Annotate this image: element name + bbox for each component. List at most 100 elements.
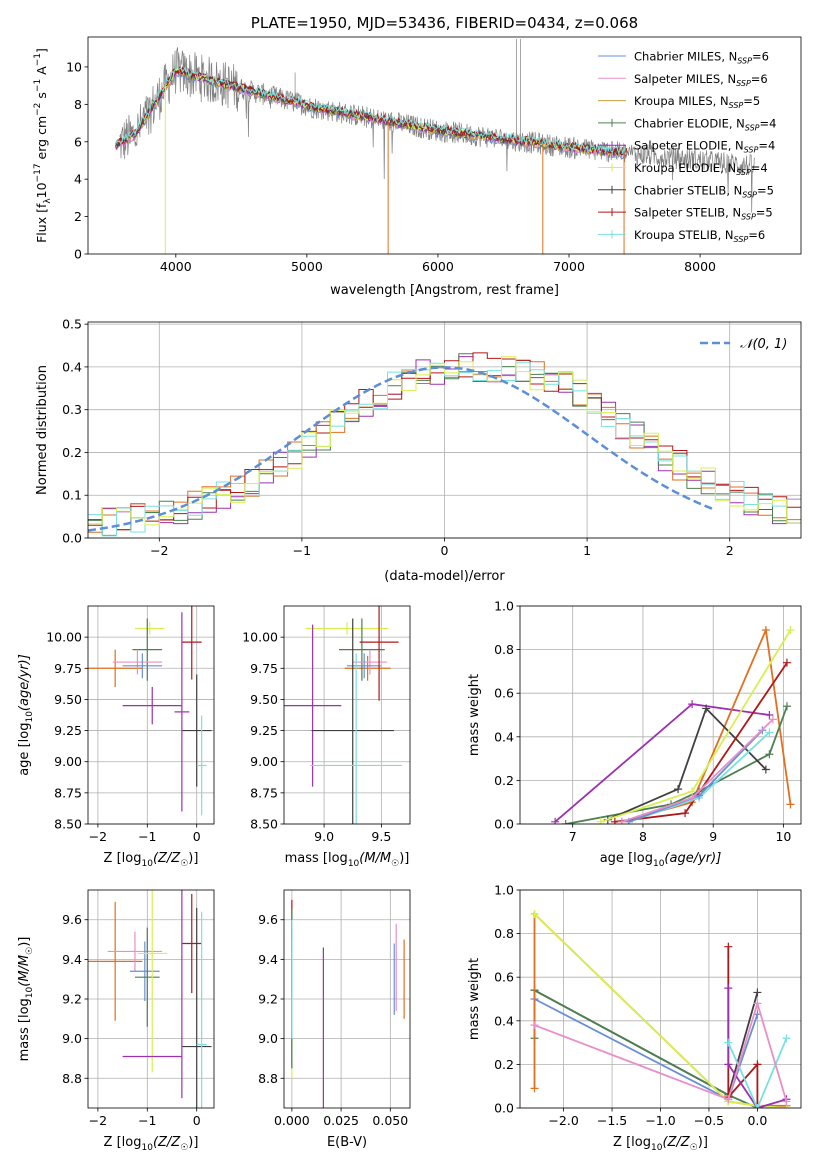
x-tick-label: 8 [639,829,647,844]
x-tick-label: 0 [193,1113,201,1128]
x-label-sub: 10 [653,859,665,869]
legend-label-sub: SSP [737,57,752,66]
y-tick-label: 10.00 [242,630,278,645]
y-axis-label: mass weight [467,674,482,756]
data-point-marker [617,817,626,824]
x-label-main: age [log [600,851,653,866]
data-point-marker [681,809,690,818]
y-tick-label: 2 [74,209,82,224]
x-tick-label: 0.000 [274,1113,310,1128]
legend-label-tail: =5 [757,183,774,197]
y-tick-label: 9.6 [258,912,278,927]
x-axis-label: E(B-V) [327,1135,367,1150]
legend-label-sub: SSP [734,235,749,244]
y-label-main: age [log [17,723,32,776]
x-tick-label: −2 [89,829,107,844]
axes-mass_vs_EBV: 0.000 0.025 0.050 8.8 9.0 9.2 9.4 9.6 E(B-V) [258,889,411,1150]
x-label-main: Z [log [104,851,142,866]
data-point-marker [753,1060,762,1069]
y-label-part: ] [34,48,49,53]
x-axis-label: mass [log10(M/M☉)] [285,851,410,869]
legend-entry: Salpeter ELODIE, NSSP=4 [634,139,775,155]
y-label-sun: ☉ [25,947,35,955]
y-tick-label: 9.00 [250,754,278,769]
y-tick-label: 9.0 [62,1031,82,1046]
x-label-tail: (Z/Z [153,1135,181,1150]
plot-area [551,625,795,824]
x-label-end: )] [188,1135,198,1150]
axes-age_vs_mass: 9.0 9.5 8.50 8.75 9.00 9.25 9.50 9.75 10.00 mass … [242,605,411,869]
y-tick-label: 0.8 [494,926,514,941]
x-tick-label: 7 [569,829,577,844]
legend-entry: Chabrier STELIB, NSSP=5 [634,183,774,199]
data-point-marker [753,988,762,997]
model-spectrum-line [115,66,627,156]
y-axis-label: Flux [fλ10−17 erg cm−2 s−1 A−1] [33,48,53,243]
legend-label-sub: SSP [729,101,744,110]
y-tick-label: 9.2 [62,992,82,1007]
data-point-marker [688,793,697,802]
axes-mass_vs_Z: −2 −1 08.89.09.29.49.6Z [log10(Z/Z☉)]mass … [17,889,215,1153]
data-point-marker [724,1060,733,1069]
x-label-sun: ☉ [690,1143,698,1153]
axes-frame [87,605,215,825]
legend-label-tail: =4 [760,116,777,130]
x-label-sun: ☉ [180,1143,188,1153]
data-point-marker [761,625,770,634]
legend-label: 𝒩(0, 1) [740,337,787,352]
y-tick-label: 8.8 [62,1071,82,1086]
y-label-part: −2 [33,103,43,116]
data-point-marker [674,785,683,794]
plot-area [284,606,402,824]
y-label-part: −17 [33,163,43,182]
data-point-marker [610,817,619,824]
y-tick-label: 9.50 [54,692,82,707]
y-tick-label: 9.75 [54,661,82,676]
data-point-marker [530,909,539,918]
x-tick-label: 0 [193,829,201,844]
x-label-tail: (Z/Z [153,851,181,866]
legend-label: Kroupa STELIB, N [634,228,734,242]
legend-label-sub: SSP [736,168,751,177]
y-axis-label: mass weight [467,958,482,1040]
x-tick-label: 4000 [160,259,192,274]
legend-label-sub: SSP [745,123,760,132]
data-point-marker [695,791,704,800]
legend-entry: Chabrier ELODIE, NSSP=4 [634,116,776,132]
x-axis-label: Z [log10(Z/Z☉)] [104,851,199,869]
legend-label: Salpeter MILES, N [634,72,736,86]
y-label-part: −1 [33,79,43,92]
y-tick-label: 9.25 [250,723,278,738]
legend-entry: Kroupa MILES, NSSP=5 [634,94,760,110]
x-axis-label: wavelength [Angstrom, rest frame] [330,283,559,298]
y-tick-label: 9.4 [62,952,82,967]
data-point-marker [765,711,774,719]
series-line [534,989,759,1097]
y-tick-label: 0.2 [494,773,514,788]
x-label-sun: ☉ [180,859,188,869]
y-tick-label: 8.75 [250,785,278,800]
x-tick-label: 2 [726,543,734,558]
legend-label-sub: SSP [741,213,756,222]
chart-title: PLATE=1950, MJD=53436, FIBERID=0434, z=0… [251,14,638,32]
x-label-sub: 10 [141,1143,153,1153]
data-point-marker [753,1104,762,1108]
y-tick-label: 6 [74,134,82,149]
y-tick-label: 8.50 [54,817,82,832]
x-label-main: E(B-V) [327,1135,367,1150]
legend-label: Chabrier STELIB, N [634,183,742,197]
plot-area [88,352,801,537]
y-tick-label: 9.75 [250,661,278,676]
x-axis-label: (data-model)/error [384,569,505,584]
legend-label: Kroupa MILES, N [634,94,729,108]
x-tick-label: −2 [150,543,168,558]
y-label-tail: (M/M [17,955,32,987]
data-point-marker [702,704,711,713]
legend-label-tail: =5 [756,206,773,220]
y-label-part: erg cm [34,116,49,164]
y-tick-label: 9.50 [250,692,278,707]
x-tick-label: 8000 [684,259,716,274]
y-tick-label: 0.3 [62,402,82,417]
legend-label: Chabrier ELODIE, N [634,116,745,130]
